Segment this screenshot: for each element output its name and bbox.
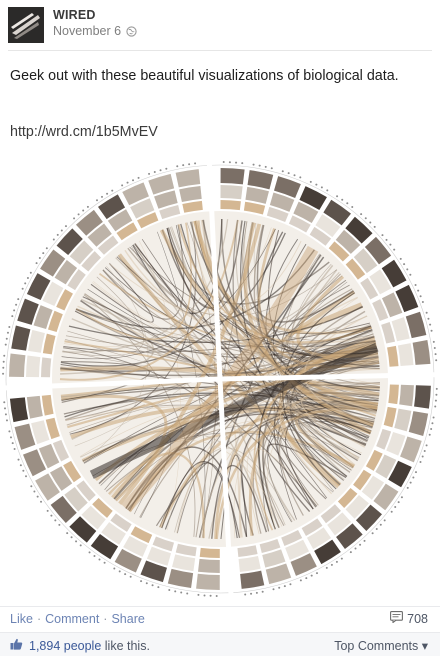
post-link[interactable]: http://wrd.cm/1b5MvEV	[10, 124, 158, 140]
post-meta: November 6	[53, 24, 137, 38]
comment-count[interactable]: 708	[390, 611, 428, 626]
share-button[interactable]: Share	[111, 612, 145, 626]
post-header: WIRED November 6	[8, 7, 432, 47]
comment-icon	[390, 611, 404, 626]
comment-button[interactable]: Comment	[45, 612, 100, 626]
likes-summary: 1,894 people like this.	[10, 638, 150, 653]
likes-count-link[interactable]: 1,894 people	[29, 638, 102, 653]
likes-suffix: like this.	[101, 638, 150, 653]
action-links: Like · Comment · Share	[10, 612, 145, 626]
top-comments-dropdown[interactable]: Top Comments ▾	[334, 639, 428, 653]
action-separator: ·	[103, 612, 108, 626]
wired-logo-icon[interactable]	[8, 7, 44, 43]
action-separator: ·	[36, 612, 42, 626]
post-text: Geek out with these beautiful visualizat…	[10, 68, 399, 84]
action-bar: Like · Comment · Share 708	[0, 606, 440, 633]
post-date[interactable]: November 6	[53, 24, 122, 38]
header-divider	[8, 50, 432, 51]
globe-icon	[126, 25, 137, 37]
circos-visualization-image[interactable]	[0, 152, 440, 604]
comment-count-value: 708	[407, 611, 428, 626]
like-button[interactable]: Like	[10, 612, 33, 626]
page-name[interactable]: WIRED	[53, 8, 96, 22]
likes-bar: 1,894 people like this. Top Comments ▾	[0, 632, 440, 656]
thumbs-up-icon	[10, 638, 23, 653]
